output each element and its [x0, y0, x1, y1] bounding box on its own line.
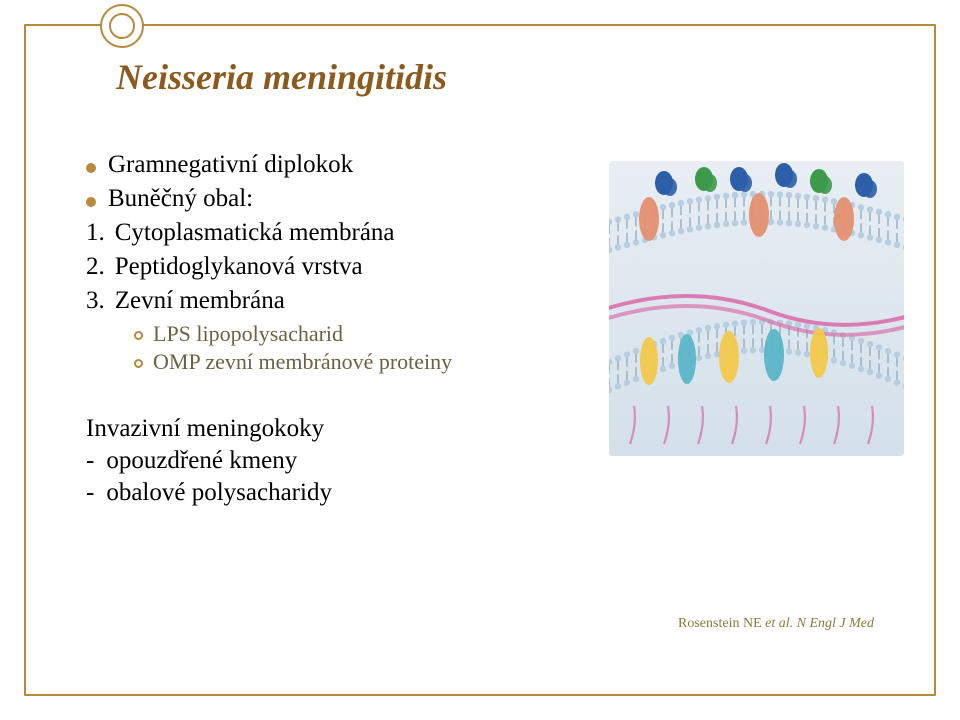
citation: Rosenstein NE et al. N Engl J Med [678, 616, 874, 632]
dash-text: obalové polysacharidy [106, 479, 332, 507]
bullet-item: Buněčný obal: [86, 185, 606, 213]
dash-icon: - [86, 447, 94, 475]
membrane-svg-icon [609, 161, 904, 456]
dash-item: - opouzdřené kmeny [86, 447, 606, 475]
citation-rest: et al. N Engl J Med [765, 616, 874, 631]
hollow-bullet-icon [134, 359, 143, 368]
bullet-item: Gramnegativní diplokok [86, 151, 606, 179]
sub-item: OMP zevní membránové proteiny [134, 349, 606, 375]
numbered-item: 1. Cytoplasmatická membrána [86, 219, 606, 247]
slide-title: Neisseria meningitidis [116, 56, 447, 98]
numbered-text: Zevní membrána [115, 287, 285, 315]
numbered-text: Cytoplasmatická membrána [115, 219, 395, 247]
dash-text: opouzdřené kmeny [106, 447, 297, 475]
number-label: 3. [86, 287, 105, 315]
bullet-text: Buněčný obal: [108, 185, 253, 213]
dash-item: - obalové polysacharidy [86, 479, 606, 507]
sub-text: OMP zevní membránové proteiny [153, 349, 452, 375]
slide-frame: Neisseria meningitidis Gramnegativní dip… [24, 24, 936, 696]
sub-text: LPS lipopolysacharid [153, 321, 343, 347]
hollow-bullet-icon [134, 331, 143, 340]
numbered-item: 2. Peptidoglykanová vrstva [86, 253, 606, 281]
membrane-illustration [609, 161, 904, 456]
corner-circle-inner-icon [109, 13, 135, 39]
number-label: 2. [86, 253, 105, 281]
bullet-text: Gramnegativní diplokok [108, 151, 353, 179]
content-area: Gramnegativní diplokok Buněčný obal: 1. … [86, 151, 606, 507]
citation-author: Rosenstein NE [678, 616, 765, 631]
numbered-text: Peptidoglykanová vrstva [115, 253, 363, 281]
bullet-icon [86, 197, 96, 207]
sub-item: LPS lipopolysacharid [134, 321, 606, 347]
bullet-icon [86, 163, 96, 173]
subheading: Invazivní meningokoky [86, 415, 606, 443]
corner-circle-icon [100, 4, 144, 48]
dash-icon: - [86, 479, 94, 507]
number-label: 1. [86, 219, 105, 247]
numbered-item: 3. Zevní membrána [86, 287, 606, 315]
